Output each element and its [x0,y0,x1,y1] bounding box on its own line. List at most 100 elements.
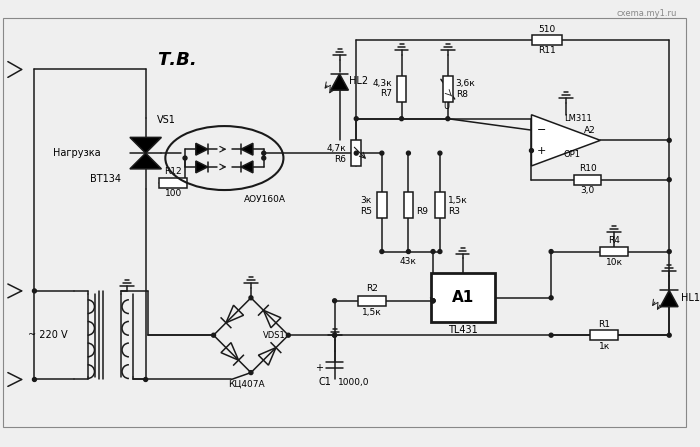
Text: Нагрузка: Нагрузка [52,148,100,158]
Text: ~ 220 V: ~ 220 V [27,330,67,340]
Bar [397,76,407,102]
Polygon shape [660,291,678,307]
Circle shape [667,178,671,181]
Circle shape [211,333,216,337]
Polygon shape [130,153,162,169]
Circle shape [431,299,435,303]
Text: R7: R7 [379,89,392,97]
Circle shape [183,156,187,160]
Text: LM311: LM311 [564,114,592,123]
Circle shape [529,148,533,152]
Text: HL2: HL2 [349,76,368,86]
Text: 3,6к: 3,6к [456,79,475,88]
Circle shape [407,249,410,253]
Circle shape [446,117,450,121]
Polygon shape [531,115,601,166]
Circle shape [550,333,553,337]
Text: A2: A2 [584,126,596,135]
Text: R2: R2 [366,284,378,293]
Text: cxema.my1.ru: cxema.my1.ru [617,9,677,18]
Text: R9: R9 [416,207,428,216]
Circle shape [550,296,553,300]
Bar [403,193,413,218]
Circle shape [438,249,442,253]
Text: +: + [537,146,546,156]
Circle shape [32,289,36,293]
Bar [443,76,453,102]
Circle shape [380,151,384,155]
Circle shape [332,333,337,337]
Circle shape [354,117,358,121]
Text: КЦ407А: КЦ407А [228,380,265,389]
Text: 1000,0: 1000,0 [337,378,369,387]
Text: −: − [537,125,546,135]
Circle shape [400,117,403,121]
Text: HL1: HL1 [681,293,700,303]
Circle shape [144,378,148,381]
Text: Т.В.: Т.В. [158,51,197,69]
Text: 510: 510 [538,25,556,34]
Circle shape [332,299,337,303]
Circle shape [667,139,671,142]
Text: 10к: 10к [606,258,622,267]
Text: OP1: OP1 [564,150,581,159]
Polygon shape [196,161,208,173]
Polygon shape [241,143,253,155]
Text: VS1: VS1 [157,115,176,125]
Circle shape [431,249,435,253]
Text: R12: R12 [164,167,182,176]
Text: ВТ134: ВТ134 [90,174,121,184]
Text: 3,0: 3,0 [580,186,595,195]
Circle shape [667,249,671,253]
Text: A1: A1 [452,290,474,305]
Circle shape [332,333,337,337]
Text: 4,7к: 4,7к [327,144,346,153]
Text: R1: R1 [598,320,610,329]
Text: R4: R4 [608,236,620,245]
Bar [351,140,361,166]
Circle shape [354,151,358,155]
Polygon shape [196,143,208,155]
Text: R3: R3 [448,207,460,216]
Text: R6: R6 [335,155,346,164]
Bar [377,193,387,218]
Text: R10: R10 [579,164,596,173]
Text: 4,3к: 4,3к [372,79,392,88]
Circle shape [249,296,253,300]
Bar [430,273,494,322]
Text: R5: R5 [360,207,372,216]
Text: U: U [443,102,449,111]
Text: R8: R8 [456,89,468,99]
Circle shape [438,151,442,155]
Text: 43к: 43к [400,257,417,266]
Circle shape [286,333,290,337]
Circle shape [249,371,253,375]
Text: 1к: 1к [598,342,610,350]
Polygon shape [241,161,253,173]
Bar [160,178,187,188]
Circle shape [431,299,435,303]
Circle shape [380,249,384,253]
Text: VDS1: VDS1 [262,331,286,340]
Circle shape [262,151,266,155]
Circle shape [667,333,671,337]
Circle shape [407,151,410,155]
Bar [591,330,618,340]
Circle shape [431,299,435,303]
Text: +: + [315,363,323,373]
Bar [435,193,444,218]
Bar [533,35,562,45]
Polygon shape [330,74,349,90]
Text: 100: 100 [164,189,182,198]
Circle shape [32,378,36,381]
Text: 1,5к: 1,5к [448,196,468,205]
Text: C1: C1 [318,377,332,388]
Bar [601,247,628,257]
Circle shape [262,156,266,160]
Bar [358,296,386,306]
Text: R11: R11 [538,46,556,55]
Text: 3к: 3к [360,196,372,205]
Text: 1,5к: 1,5к [362,308,382,317]
Text: АОУ160А: АОУ160А [244,195,286,204]
Bar [574,175,601,185]
